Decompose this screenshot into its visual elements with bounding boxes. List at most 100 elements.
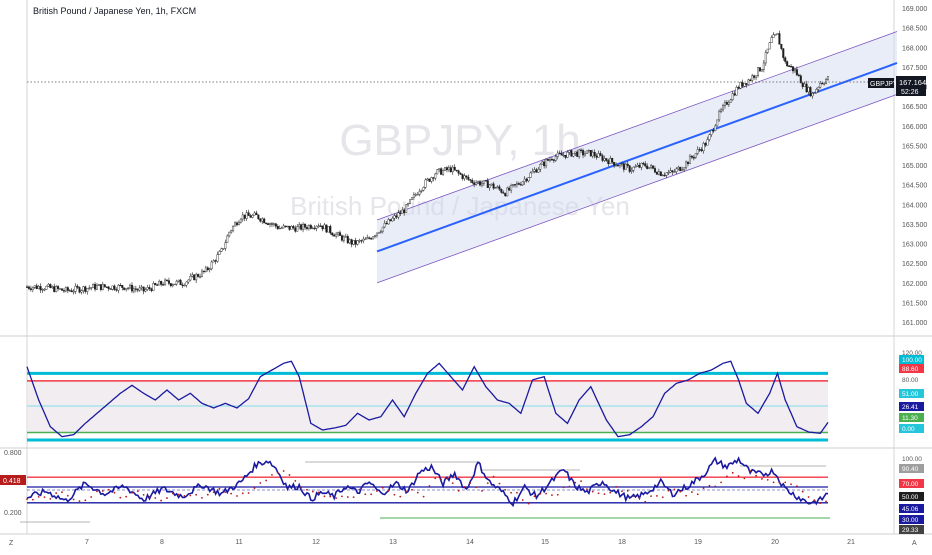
osc2-signal-dot (731, 471, 734, 474)
candle (467, 174, 470, 181)
osc2-signal-dot (317, 491, 320, 494)
candle (272, 222, 275, 227)
candle-body (504, 193, 507, 197)
price-tick-label: 166.000 (902, 124, 927, 131)
candle (758, 67, 761, 72)
candle-body (494, 187, 497, 189)
osc2-signal-dot (626, 489, 629, 492)
osc2-signal-dot (597, 492, 600, 495)
candle-body (428, 178, 431, 182)
candle-body (634, 166, 637, 168)
osc2-signal-dot (195, 493, 198, 496)
candle (591, 149, 594, 159)
candle (410, 197, 413, 201)
osc2-signal-dot (720, 481, 722, 484)
candle-body (525, 178, 528, 182)
candle-body (210, 261, 213, 270)
candle-body (403, 209, 406, 213)
candle (255, 210, 258, 216)
price-axis[interactable]: 168.500168.000167.500167.000166.500166.0… (902, 26, 927, 328)
candle-body (533, 169, 536, 172)
candle-body (653, 168, 656, 173)
osc2-signal-dot (288, 474, 291, 476)
candle-body (751, 75, 754, 81)
time-axis[interactable]: 7 8 11 12 13 14 15 18 19 20 21 (85, 539, 855, 546)
candle (469, 178, 472, 183)
candle (529, 171, 532, 179)
candle-body (60, 288, 63, 291)
osc2-signal-dot (113, 491, 116, 494)
time-axis-corner-left[interactable]: Z (9, 540, 14, 547)
osc2-signal-dot (405, 490, 408, 493)
candle-body (739, 82, 742, 89)
price-pane[interactable] (26, 30, 898, 295)
osc2-signal-dot (486, 482, 489, 485)
candle-body (88, 287, 91, 289)
oscillator-2-pane[interactable] (20, 456, 830, 523)
candle (475, 180, 478, 186)
candle-body (259, 218, 262, 222)
oscillator-1-pane[interactable] (26, 360, 829, 442)
candle (801, 81, 804, 90)
candle-body (269, 223, 272, 225)
candle (455, 169, 458, 172)
candle-body (815, 89, 818, 94)
time-axis-corner-right[interactable]: A (912, 540, 917, 547)
candle (121, 285, 124, 291)
candle-body (226, 235, 229, 243)
price-tick-label: 164.000 (902, 202, 927, 209)
candle (599, 151, 602, 157)
osc1-value-label: 11.30 (902, 415, 918, 422)
candle (317, 223, 320, 229)
candle (154, 282, 157, 286)
candle-body (712, 130, 715, 132)
candle-body (519, 184, 522, 186)
candle (220, 247, 223, 253)
osc2-signal-dot (825, 500, 827, 503)
osc2-signal-dot (819, 502, 822, 505)
candle-body (745, 83, 748, 85)
candle-body (560, 153, 563, 156)
candle (587, 149, 590, 154)
candle (39, 283, 42, 294)
candle (62, 288, 65, 294)
osc2-signal-dot (679, 490, 682, 493)
candle-body (681, 169, 684, 171)
candle (694, 153, 697, 159)
candle-body (397, 212, 400, 218)
candle (751, 73, 754, 83)
candle-body (162, 284, 165, 286)
candle (679, 166, 682, 172)
osc2-signal-dot (539, 492, 542, 495)
candle-body (424, 179, 427, 188)
symbol-title: British Pound / Japanese Yen, 1h, FXCM (33, 6, 196, 16)
candle (502, 190, 505, 194)
candle-body (665, 172, 668, 176)
watermark-description: British Pound / Japanese Yen (290, 191, 630, 221)
svg-text:GBPJPY: GBPJPY (870, 81, 898, 88)
candle (41, 288, 44, 293)
osc2-signal-dot (422, 495, 425, 498)
candle (228, 231, 231, 238)
candle-body (317, 225, 320, 227)
candle-body (640, 162, 643, 168)
candle-body (37, 286, 40, 289)
candle-body (762, 62, 765, 70)
candle-body (189, 276, 192, 281)
candle-body (484, 180, 487, 182)
candle-body (214, 260, 217, 262)
candle-body (807, 87, 810, 93)
candle (55, 284, 58, 293)
candle (605, 158, 608, 162)
candle-body (478, 181, 481, 186)
osc2-signal-dot (125, 495, 128, 498)
candle-body (628, 165, 631, 172)
osc2-value-label: 90.40 (902, 466, 919, 473)
candle (729, 98, 732, 103)
candle-body (685, 161, 688, 169)
candle (424, 178, 427, 190)
osc1-value-badge (899, 364, 924, 373)
candle (199, 273, 202, 279)
